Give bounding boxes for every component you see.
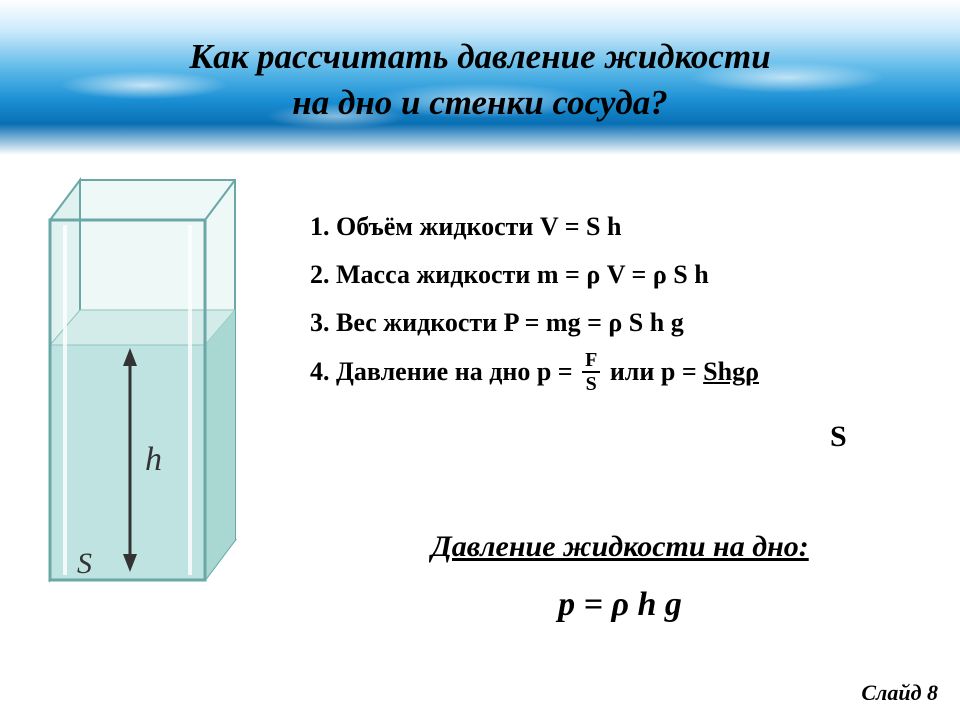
conclusion-formula: p = ρ h g xyxy=(300,586,940,624)
formula-4a: 4. Давление на дно p = xyxy=(310,357,579,386)
vessel-s-label: S xyxy=(77,547,92,580)
formula-row-4: 4. Давление на дно p = FS или p = Shgρ xyxy=(310,350,930,396)
title-line-2: на дно и стенки сосуда? xyxy=(292,83,667,122)
vessel-svg: h S xyxy=(35,170,250,600)
slide-number: Слайд 8 xyxy=(861,680,938,706)
page-title: Как рассчитать давление жидкости на дно … xyxy=(0,34,960,125)
formula-4c: Shgρ xyxy=(703,357,759,386)
frac-den: S xyxy=(582,373,600,394)
conclusion-heading: Давление жидкости на дно: xyxy=(300,530,940,564)
formula-row-2: 2. Масса жидкости m = ρ V = ρ S h xyxy=(310,253,930,297)
vessel-h-label: h xyxy=(145,441,162,478)
vessel-diagram: h S xyxy=(35,170,250,600)
formula-row-3: 3. Вес жидкости P = mg = ρ S h g xyxy=(310,301,930,345)
conclusion-block: Давление жидкости на дно: p = ρ h g xyxy=(300,530,940,624)
frac-num: F xyxy=(582,350,600,373)
formula-row-1: 1. Объём жидкости V = S h xyxy=(310,205,930,249)
title-line-1: Как рассчитать давление жидкости xyxy=(189,37,770,76)
fraction-f-over-s: FS xyxy=(582,350,600,394)
formula-list: 1. Объём жидкости V = S h 2. Масса жидко… xyxy=(310,205,930,400)
formula-4b: или p = xyxy=(603,357,703,386)
s-denominator: S xyxy=(830,420,847,454)
